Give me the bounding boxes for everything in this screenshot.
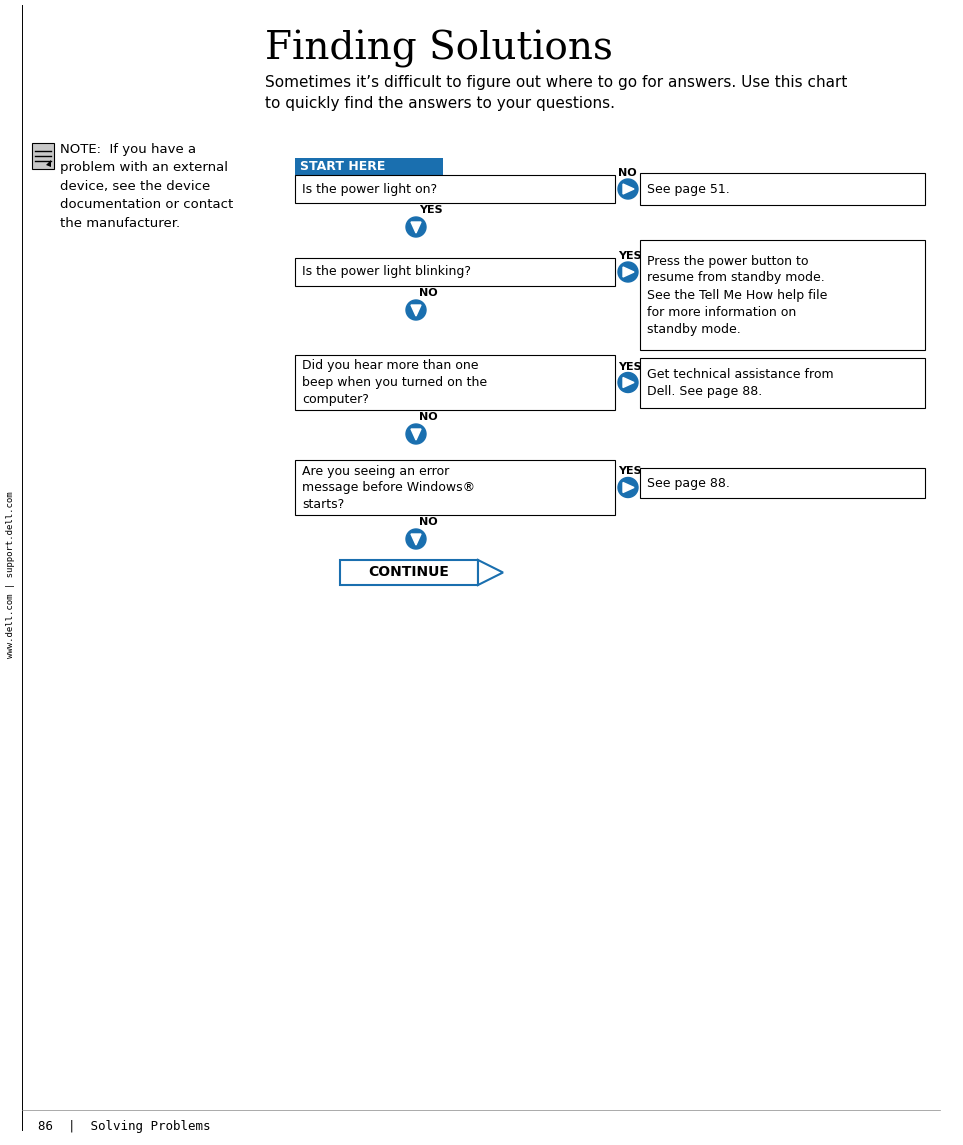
- Text: 86  |  Solving Problems: 86 | Solving Problems: [38, 1120, 211, 1134]
- Bar: [295, 355, 615, 410]
- Bar: [340, 560, 478, 585]
- Text: Get technical assistance from
Dell. See page 88.: Get technical assistance from Dell. See …: [647, 368, 834, 398]
- Bar: [295, 258, 615, 286]
- Circle shape: [406, 218, 426, 237]
- Bar: [295, 175, 615, 203]
- Bar: [640, 468, 925, 498]
- Text: NO: NO: [419, 412, 437, 423]
- Polygon shape: [623, 378, 634, 387]
- Bar: [640, 358, 925, 408]
- Text: www.dell.com | support.dell.com: www.dell.com | support.dell.com: [7, 491, 15, 658]
- Text: YES: YES: [618, 251, 641, 261]
- Polygon shape: [411, 222, 421, 232]
- Text: Is the power light on?: Is the power light on?: [302, 182, 437, 196]
- Text: Press the power button to
resume from standby mode.
See the Tell Me How help fil: Press the power button to resume from st…: [647, 254, 827, 335]
- Text: See page 88.: See page 88.: [647, 476, 730, 490]
- Circle shape: [406, 529, 426, 548]
- Text: NO: NO: [419, 518, 437, 527]
- Text: YES: YES: [618, 362, 641, 371]
- Circle shape: [618, 179, 638, 199]
- Text: Did you hear more than one
beep when you turned on the
computer?: Did you hear more than one beep when you…: [302, 360, 487, 405]
- Polygon shape: [411, 429, 421, 440]
- Polygon shape: [623, 184, 634, 194]
- Circle shape: [618, 372, 638, 393]
- Bar: [640, 240, 925, 350]
- Circle shape: [618, 477, 638, 497]
- Text: NO: NO: [419, 289, 437, 298]
- Text: CONTINUE: CONTINUE: [369, 566, 450, 579]
- Text: Is the power light blinking?: Is the power light blinking?: [302, 266, 471, 278]
- Polygon shape: [623, 482, 634, 492]
- Bar: [295, 158, 443, 176]
- Bar: [295, 460, 615, 515]
- Bar: [32, 143, 54, 169]
- Polygon shape: [411, 305, 421, 316]
- Polygon shape: [623, 267, 634, 277]
- Text: NO: NO: [618, 168, 637, 177]
- Text: YES: YES: [419, 205, 443, 215]
- Circle shape: [406, 424, 426, 444]
- Circle shape: [618, 262, 638, 282]
- Text: START HERE: START HERE: [300, 160, 385, 174]
- Polygon shape: [478, 560, 503, 585]
- Text: NOTE:  If you have a
problem with an external
device, see the device
documentati: NOTE: If you have a problem with an exte…: [60, 143, 233, 230]
- Text: Finding Solutions: Finding Solutions: [265, 30, 612, 68]
- Text: See page 51.: See page 51.: [647, 182, 730, 196]
- Bar: [640, 173, 925, 205]
- Circle shape: [406, 300, 426, 319]
- Text: Sometimes it’s difficult to figure out where to go for answers. Use this chart
t: Sometimes it’s difficult to figure out w…: [265, 76, 847, 111]
- Text: Are you seeing an error
message before Windows®
starts?: Are you seeing an error message before W…: [302, 465, 475, 511]
- Text: YES: YES: [618, 466, 641, 476]
- Polygon shape: [411, 534, 421, 545]
- Polygon shape: [46, 160, 51, 167]
